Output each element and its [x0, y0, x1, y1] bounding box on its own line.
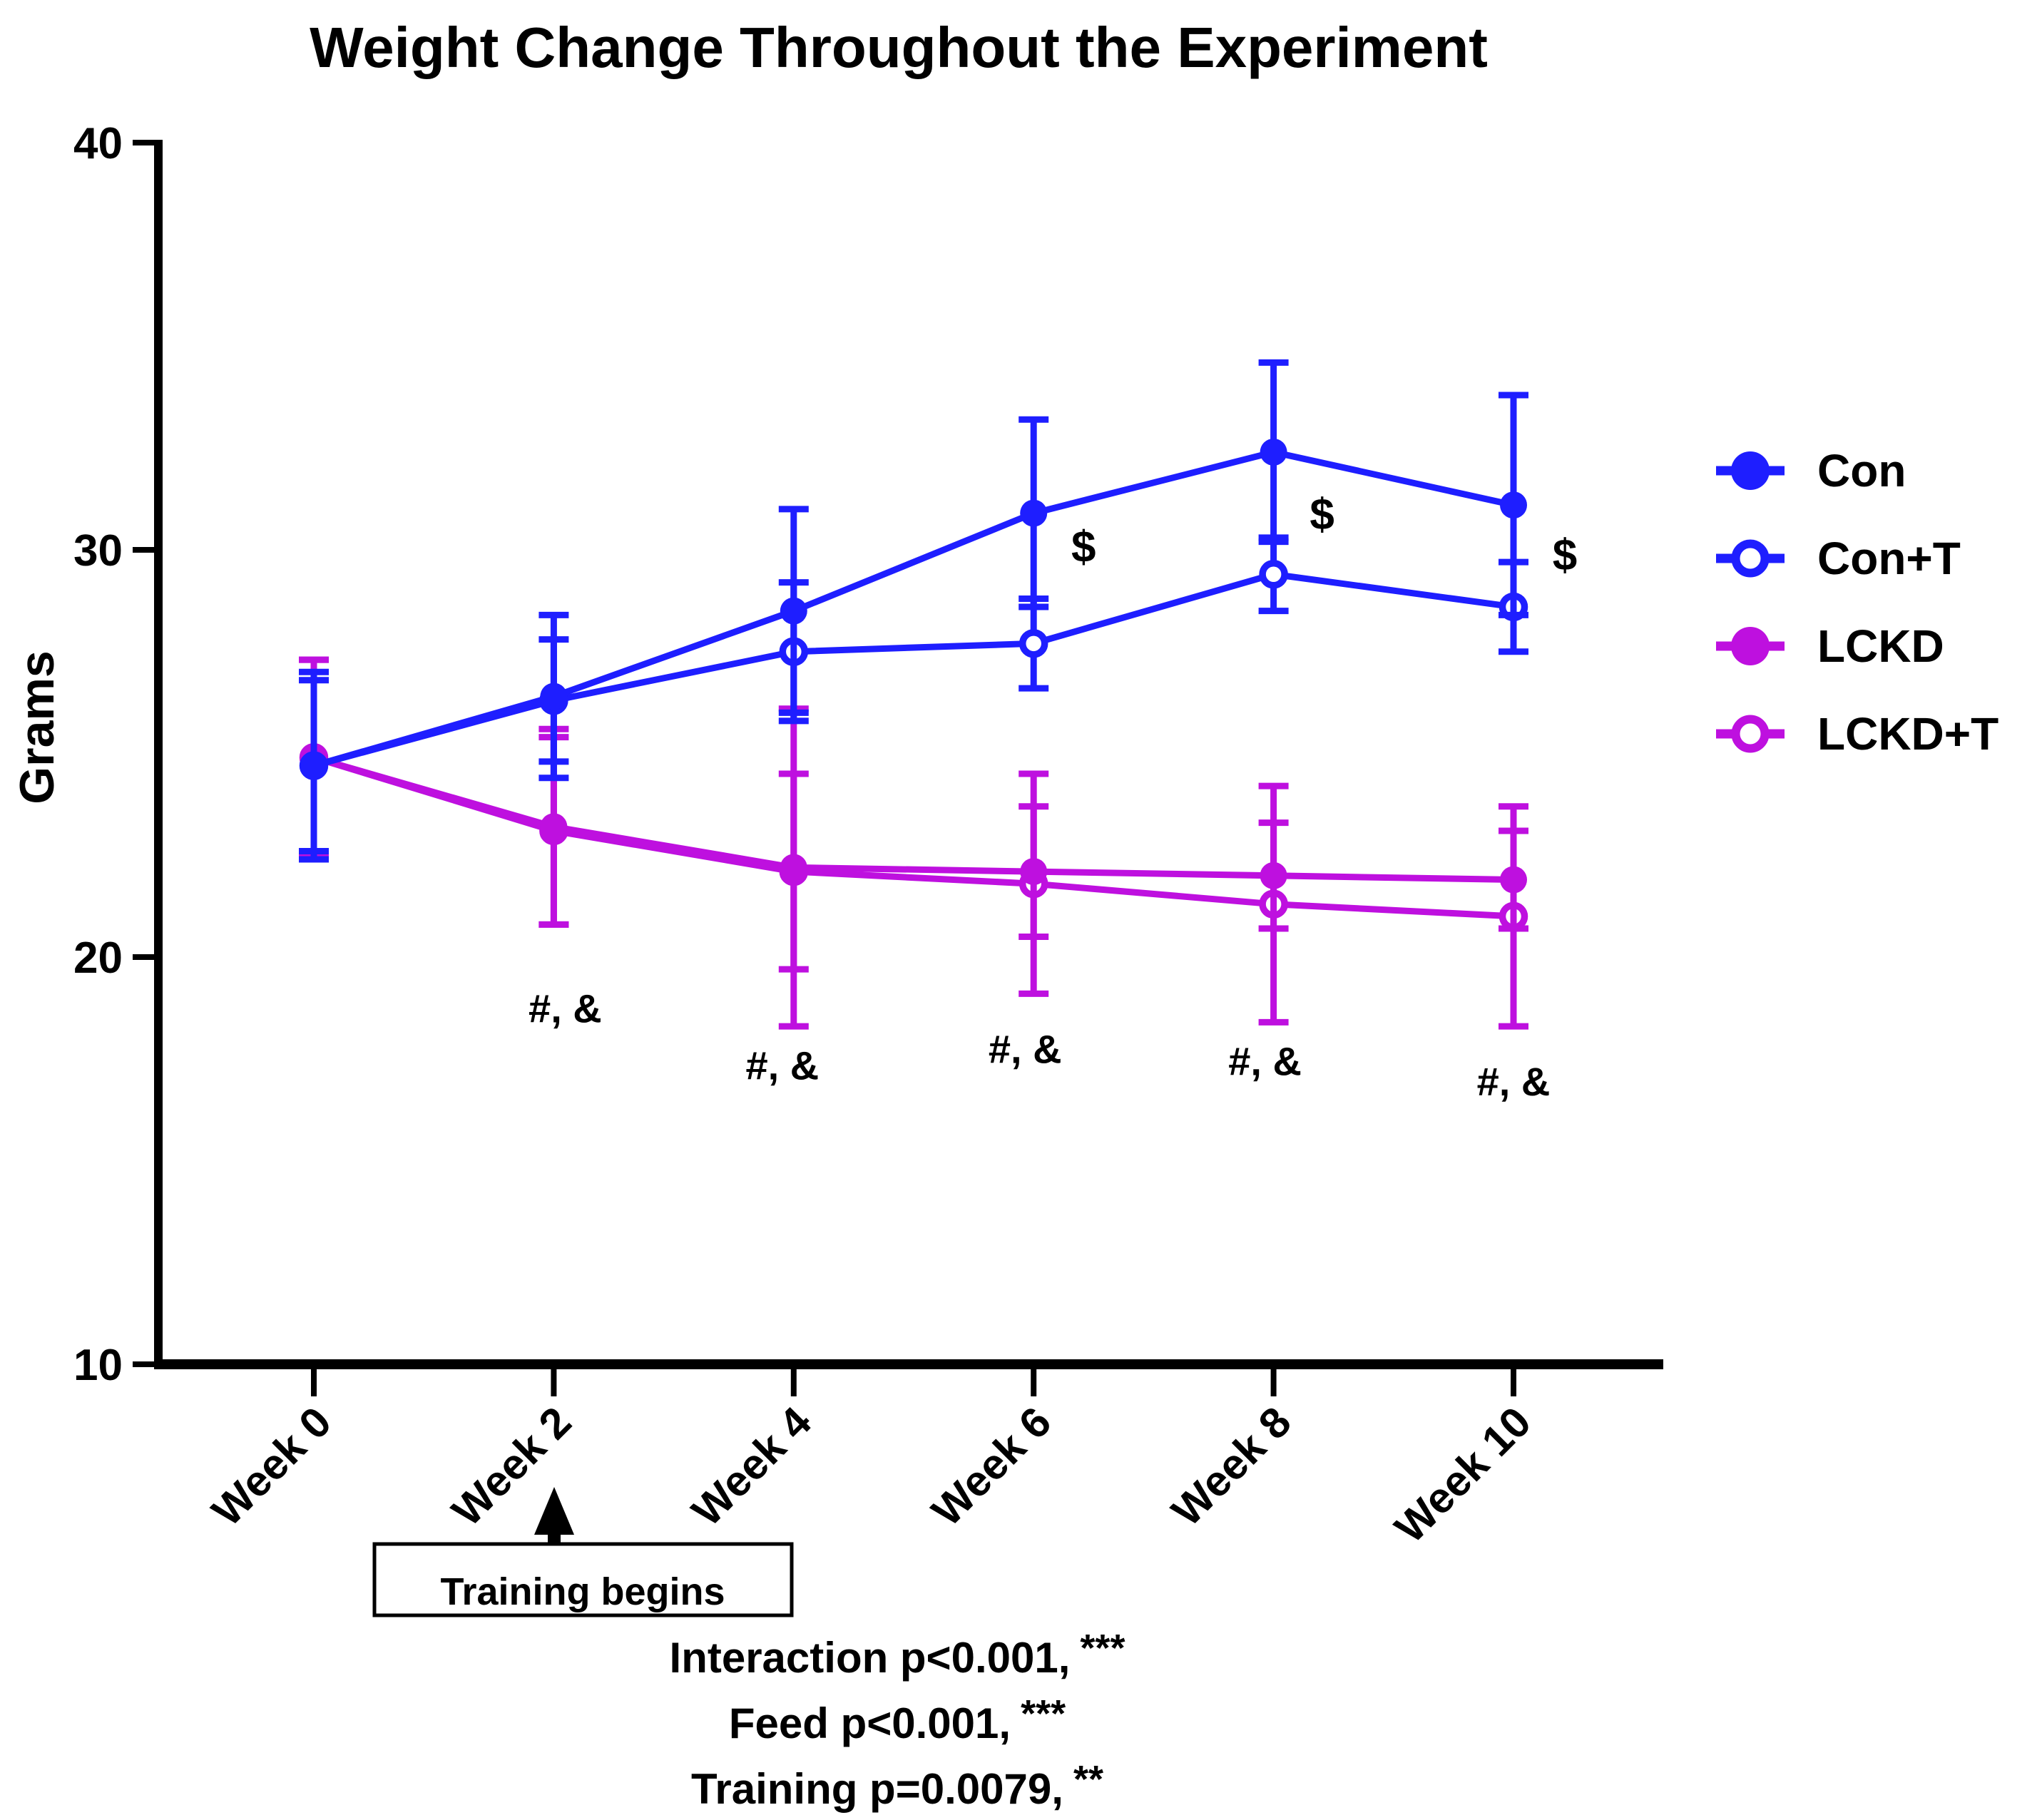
- data-point-filled: [1260, 438, 1287, 466]
- legend-item-Con+T: Con+T: [1716, 533, 1961, 584]
- dollar-annotation: $: [1071, 523, 1096, 572]
- data-point-filled: [1020, 858, 1048, 886]
- legend-marker-filled: [1731, 627, 1770, 665]
- training-box: [372, 1542, 794, 1617]
- y-tick-label: 20: [73, 934, 123, 983]
- series-group: [299, 359, 1528, 1030]
- x-tick: [1270, 1369, 1277, 1396]
- x-axis-line: [154, 1359, 1663, 1369]
- legend-marker-filled: [1731, 451, 1770, 490]
- y-tick: [133, 954, 158, 960]
- y-axis-label: Grams: [10, 650, 64, 804]
- data-point-filled: [1260, 862, 1287, 889]
- series-line: [312, 449, 1514, 769]
- x-tick: [1511, 1369, 1516, 1396]
- data-point-filled: [540, 813, 568, 841]
- annotations-group: $ $ $ #, & #, & #, & #, & #, &: [529, 490, 1577, 1104]
- y-tick: [133, 140, 158, 145]
- data-point-filled: [780, 597, 807, 625]
- stats-line-training: Training p=0.0079, **: [691, 1758, 1103, 1813]
- y-tick-label: 40: [73, 119, 123, 168]
- data-point-open: [1259, 560, 1288, 589]
- series-line: [312, 754, 1514, 884]
- legend-label: LCKD+T: [1817, 708, 1998, 760]
- hash-amp-annotation: #, &: [529, 986, 602, 1031]
- stats-stars: ***: [1080, 1627, 1125, 1670]
- legend-label: Con: [1817, 445, 1906, 496]
- legend-group: Con Con+T LCKD LCKD+T: [1716, 445, 1998, 760]
- hash-amp-annotation: #, &: [1228, 1039, 1302, 1084]
- stats-stars: ***: [1021, 1692, 1066, 1735]
- stats-label: Feed p<0.001,: [729, 1699, 1011, 1747]
- legend-marker-open: [1731, 539, 1770, 578]
- series-Con: [299, 359, 1528, 863]
- legend-item-Con: Con: [1716, 445, 1906, 496]
- x-tick-label: Week 4: [683, 1397, 820, 1535]
- series-line: [312, 571, 1514, 769]
- stats-label: Interaction p<0.001,: [670, 1634, 1071, 1682]
- legend-label: LCKD: [1817, 620, 1944, 672]
- stats-stars: **: [1073, 1758, 1103, 1801]
- data-point-filled: [780, 854, 807, 881]
- stats-line-feed: Feed p<0.001, ***: [729, 1692, 1066, 1747]
- dollar-annotation: $: [1553, 531, 1577, 581]
- legend-marker-open: [1731, 715, 1770, 753]
- x-tick: [311, 1369, 317, 1396]
- x-tick: [1031, 1369, 1037, 1396]
- data-point-filled: [1020, 499, 1048, 527]
- chart-title: Weight Change Throughout the Experiment: [310, 16, 1488, 79]
- hash-amp-annotation: #, &: [745, 1043, 819, 1088]
- y-tick: [133, 547, 158, 553]
- stats-line-interaction: Interaction p<0.001, ***: [670, 1627, 1125, 1682]
- data-point-filled: [1500, 491, 1527, 519]
- x-tick-label: Week 10: [1386, 1398, 1540, 1552]
- y-axis-line: [154, 140, 163, 1369]
- legend-label: Con+T: [1817, 533, 1961, 584]
- dollar-annotation: $: [1310, 490, 1334, 539]
- data-point-filled: [300, 752, 327, 779]
- hash-amp-annotation: #, &: [989, 1026, 1062, 1071]
- x-tick-label: Week 0: [203, 1398, 340, 1535]
- training-label: Training begins: [440, 1570, 725, 1613]
- stats-block: Interaction p<0.001, *** Feed p<0.001, ***…: [670, 1627, 1125, 1813]
- up-arrow-icon: [534, 1487, 574, 1550]
- x-tick: [790, 1369, 797, 1396]
- data-point-filled: [1500, 866, 1527, 894]
- stats-label: Training p=0.0079,: [691, 1765, 1063, 1813]
- x-ticks-group: Week 0 Week 2 Week 4 Week 6 Week 8 Week 10: [203, 1369, 1540, 1552]
- y-tick: [133, 1361, 158, 1367]
- y-tick-label: 10: [73, 1341, 123, 1390]
- data-point-open: [1019, 629, 1048, 658]
- x-tick: [551, 1369, 557, 1396]
- y-tick-label: 30: [73, 526, 123, 576]
- training-callout: Training begins: [372, 1487, 794, 1617]
- legend-item-LCKD+T: LCKD+T: [1716, 708, 1998, 760]
- legend-item-LCKD: LCKD: [1716, 620, 1944, 672]
- series-line: [312, 754, 1514, 920]
- hash-amp-annotation: #, &: [1477, 1059, 1551, 1104]
- y-ticks-group: 40 30 20 10: [73, 119, 158, 1390]
- x-tick-label: Week 6: [923, 1398, 1061, 1535]
- data-point-filled: [540, 682, 568, 710]
- x-tick-label: Week 8: [1163, 1398, 1300, 1535]
